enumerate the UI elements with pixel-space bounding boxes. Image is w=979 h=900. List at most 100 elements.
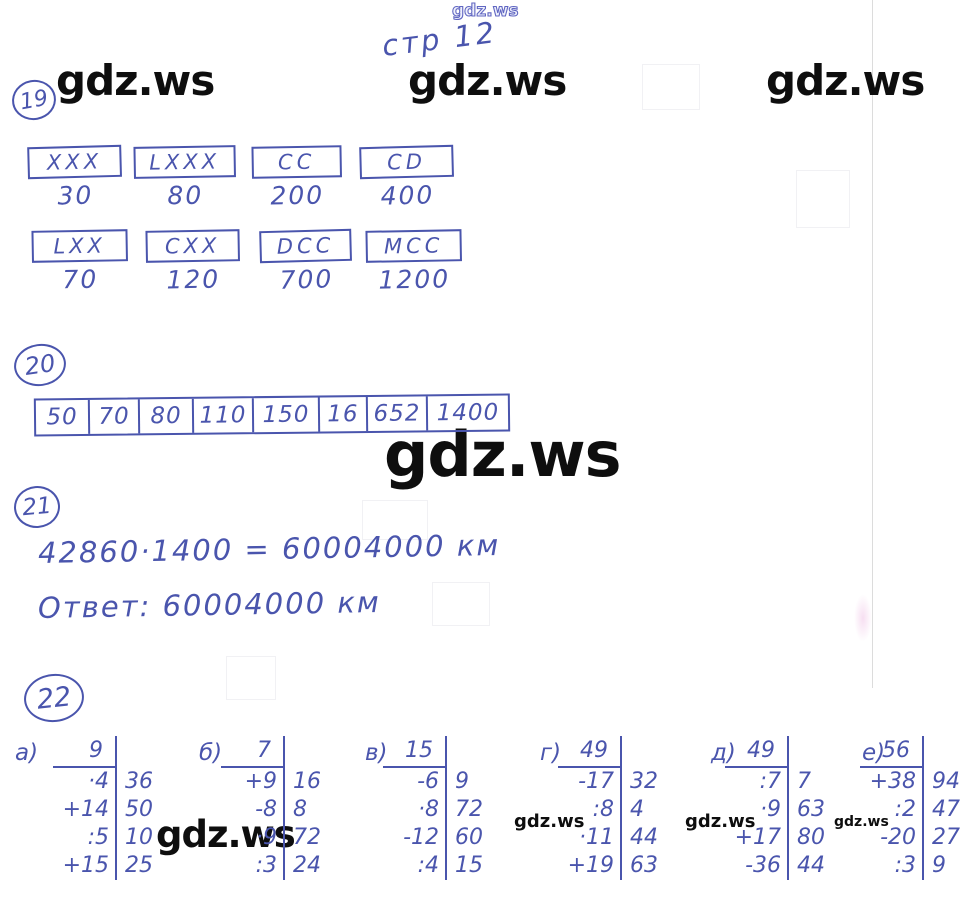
calc-result: 7 [787, 768, 843, 796]
calc-result: 50 [115, 796, 171, 824]
calc-op: +14 [62, 797, 109, 822]
roman-box: CXX 120 [145, 229, 240, 295]
grid-fragment [432, 582, 490, 626]
problem-20-badge: 20 [11, 340, 69, 390]
table-cell: 150 [253, 397, 321, 433]
calc-op: -12 [403, 825, 439, 850]
calc-result: 27 [922, 824, 978, 852]
calc-result: 10 [115, 824, 171, 852]
table-cell: 70 [89, 399, 141, 434]
calc-start: 49 [725, 736, 787, 768]
table-cell: 50 [35, 399, 91, 435]
calc-result: 44 [620, 824, 676, 852]
calc-label: д) [711, 740, 736, 766]
watermark: gdz.ws [408, 56, 567, 105]
calc-start: 56 [860, 736, 922, 768]
roman-box-label: CD [359, 144, 454, 180]
table-cell: 652 [367, 396, 429, 431]
roman-box-label: XXX [27, 144, 122, 180]
calc-column-a: а) 9 ·4 36 +14 50 :5 10 +15 25 [15, 736, 171, 880]
roman-box-label: LXXX [133, 145, 236, 179]
calc-column-d: д) 49 :7 7 ·9 63 +17 80 -36 44 [711, 736, 843, 880]
calc-result: 4 [620, 796, 676, 824]
calc-result: 44 [787, 852, 843, 880]
watermark: gdz.ws [685, 811, 756, 832]
calc-op: ·11 [579, 825, 614, 850]
calc-op: -20 [880, 825, 916, 850]
calc-op: -36 [745, 853, 781, 878]
calc-divider [283, 736, 339, 768]
grid-fragment [642, 64, 700, 110]
calc-start: 49 [558, 736, 620, 768]
calc-result: 9 [922, 852, 978, 880]
roman-box-label: DCC [259, 228, 352, 264]
calc-result: 9 [445, 768, 501, 796]
calc-op: :3 [894, 853, 916, 878]
calc-column-v: в) 15 -6 9 ·8 72 -12 60 :4 15 [365, 736, 501, 880]
calc-op: ·9 [760, 797, 781, 822]
calc-column-g: г) 49 -17 32 :8 4 ·11 44 +19 63 [540, 736, 676, 880]
calc-divider [115, 736, 171, 768]
calc-op: :8 [592, 797, 614, 822]
calc-start: 9 [53, 736, 115, 768]
calc-result: 25 [115, 852, 171, 880]
ink-smudge [854, 594, 872, 642]
roman-box-value: 400 [380, 180, 435, 211]
calc-divider [787, 736, 843, 768]
roman-box-value: 200 [270, 180, 325, 211]
calc-op: :2 [894, 797, 916, 822]
roman-box: DCC 700 [259, 228, 353, 295]
calc-column-e: е) 56 +38 94 :2 47 -20 27 :3 9 [860, 736, 978, 880]
calc-label: в) [365, 740, 388, 766]
calc-result: 72 [445, 796, 501, 824]
calc-op: -8 [255, 797, 277, 822]
grid-fragment [226, 656, 276, 700]
calc-start: 7 [221, 736, 283, 768]
calc-result: 72 [283, 824, 339, 852]
calc-column-b: б) 7 +9 16 -8 8 ·9 72 :3 24 [199, 736, 339, 880]
roman-box: LXXX 80 [133, 145, 236, 211]
roman-box-value: 700 [279, 264, 334, 295]
calc-op: +19 [567, 853, 614, 878]
calc-start: 15 [383, 736, 445, 768]
calc-result: 94 [922, 768, 978, 796]
calc-result: 63 [620, 852, 676, 880]
calc-label: б) [199, 740, 223, 766]
calc-op: :4 [417, 853, 439, 878]
watermark: gdz.ws [514, 811, 585, 832]
table-cell: 80 [139, 398, 195, 434]
calc-op: -17 [578, 769, 614, 794]
answer-line: Ответ: 60004000 км [37, 585, 382, 625]
watermark: gdz.ws [156, 813, 296, 856]
calc-divider [445, 736, 501, 768]
calc-op: :7 [759, 769, 781, 794]
roman-box-value: 70 [62, 264, 99, 295]
roman-box-label: MCC [365, 229, 462, 263]
calc-result: 47 [922, 796, 978, 824]
calc-result: 16 [283, 768, 339, 796]
calc-op: +9 [244, 769, 277, 794]
equation-line: 42860·1400 = 60004000 км [37, 527, 501, 571]
calc-divider [620, 736, 676, 768]
roman-box-value: 1200 [378, 264, 451, 295]
roman-box-value: 30 [57, 180, 94, 211]
roman-box-value: 80 [167, 180, 204, 211]
watermark: gdz.ws [766, 56, 925, 105]
watermark-center: gdz.ws [384, 418, 622, 491]
roman-box: XXX 30 [27, 144, 123, 211]
table-cell: 16 [319, 396, 369, 432]
roman-box: LXX 70 [31, 229, 128, 295]
roman-box: CD 400 [359, 144, 455, 211]
calc-label: е) [862, 740, 886, 766]
calc-op: ·8 [418, 797, 439, 822]
page-margin-line [872, 0, 873, 688]
calc-label: г) [540, 740, 562, 766]
problem-22-badge: 22 [21, 670, 87, 726]
roman-box-label: LXX [31, 229, 128, 263]
calc-op: ·9 [256, 825, 277, 850]
watermark: gdz.ws [56, 56, 215, 105]
roman-box: CC 200 [251, 145, 342, 211]
grid-fragment [362, 500, 428, 540]
calc-op: -6 [417, 769, 439, 794]
calc-result: 80 [787, 824, 843, 852]
